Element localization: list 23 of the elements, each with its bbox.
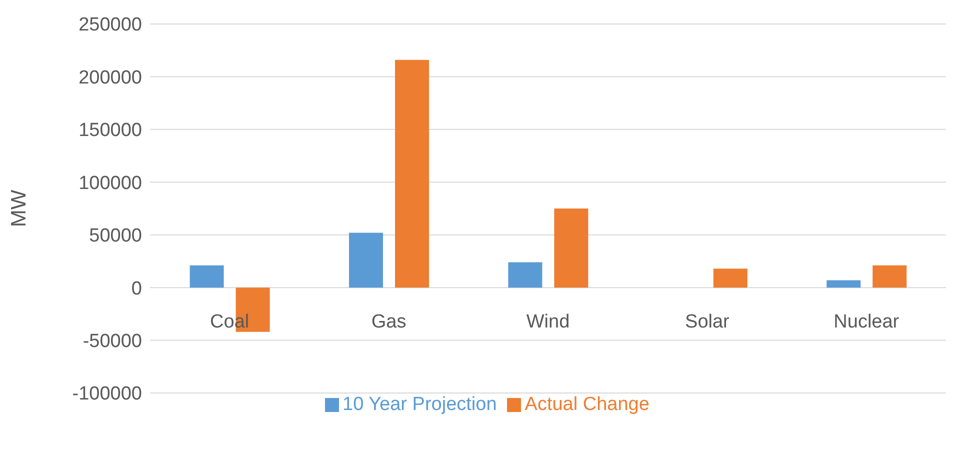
- y-tick-label: 200000: [78, 67, 142, 88]
- bar: [554, 208, 588, 288]
- y-tick-label: -100000: [72, 384, 142, 405]
- y-tick-label: 0: [131, 278, 142, 300]
- bar: [713, 268, 748, 288]
- y-axis-title: MW: [7, 190, 30, 228]
- x-tick-label: Gas: [371, 312, 406, 333]
- legend-label: 10 Year Projection: [342, 394, 497, 415]
- bar: [395, 60, 429, 288]
- y-tick-label: 50000: [89, 226, 142, 247]
- bar: [190, 265, 224, 288]
- bar: [826, 280, 861, 288]
- bar: [872, 265, 907, 288]
- y-tick-label: 150000: [78, 120, 142, 142]
- bar: [508, 262, 542, 288]
- x-tick-label: Wind: [526, 312, 570, 333]
- y-tick-label: -50000: [82, 331, 142, 352]
- legend-label: Actual Change: [524, 394, 650, 415]
- x-tick-label: Nuclear: [834, 312, 900, 333]
- bar: [349, 232, 383, 288]
- y-tick-label: 100000: [78, 172, 142, 194]
- x-tick-label: Solar: [685, 312, 730, 333]
- y-tick-label: 250000: [78, 14, 142, 36]
